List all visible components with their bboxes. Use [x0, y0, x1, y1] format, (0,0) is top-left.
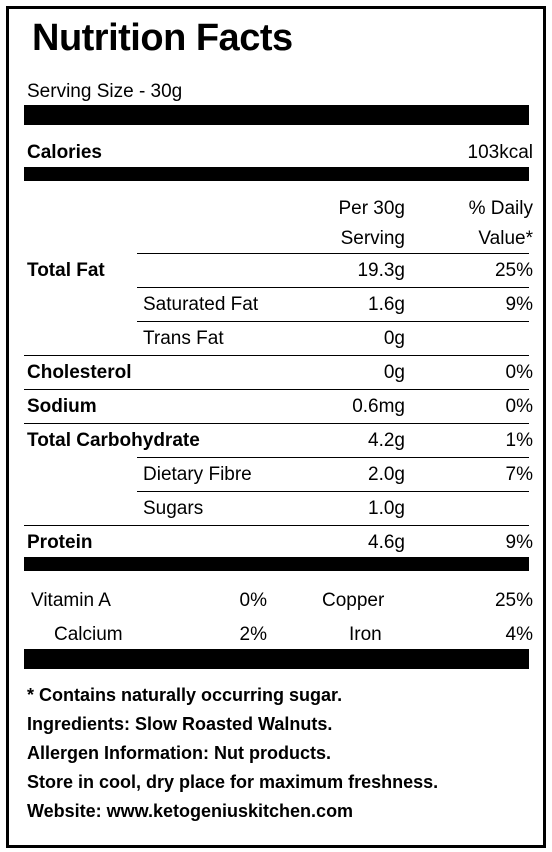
- per-serving-heading-2: Serving: [340, 228, 405, 249]
- vitamin-name-calcium: Calcium: [54, 624, 123, 645]
- footnote-sugar: * Contains naturally occurring sugar.: [27, 685, 343, 705]
- medium-divider: [24, 167, 529, 181]
- nutrient-qty-sodium: 0.6mg: [352, 396, 405, 417]
- nutrient-qty-saturated-fat: 1.6g: [368, 294, 405, 315]
- calories-label: Calories: [27, 142, 102, 163]
- allergen-info-text: Allergen Information: Nut products.: [27, 743, 331, 763]
- vitamin-name-copper: Copper: [322, 590, 385, 611]
- nutrient-label-cholesterol: Cholesterol: [27, 362, 132, 383]
- nutrient-dv-saturated-fat: 9%: [505, 294, 533, 315]
- nutrient-qty-trans-fat: 0g: [383, 328, 405, 349]
- nutrient-label-sugars: Sugars: [143, 498, 204, 519]
- vitamin-value-copper: 25%: [494, 590, 533, 611]
- website-text: Website: www.ketogeniuskitchen.com: [27, 801, 354, 821]
- vitamin-value-vitamin-a: 0%: [239, 590, 267, 611]
- nutrient-label-total-fat: Total Fat: [27, 260, 105, 281]
- row-divider: [24, 355, 529, 356]
- medium-divider: [24, 557, 529, 571]
- nutrient-label-protein: Protein: [27, 532, 93, 553]
- nutrient-dv-total-fat: 25%: [494, 260, 533, 281]
- nutrient-qty-total-carbohydrate: 4.2g: [368, 430, 405, 451]
- thick-divider: [24, 649, 529, 669]
- vitamin-name-iron: Iron: [349, 624, 382, 645]
- nutrient-dv-dietary-fibre: 7%: [505, 464, 533, 485]
- nutrient-dv-cholesterol: 0%: [505, 362, 533, 383]
- nutrient-label-total-carbohydrate: Total Carbohydrate: [27, 430, 200, 451]
- thick-divider: [24, 105, 529, 125]
- nutrient-dv-total-carbohydrate: 1%: [505, 430, 533, 451]
- vitamin-value-iron: 4%: [505, 624, 533, 645]
- nutrient-label-trans-fat: Trans Fat: [143, 328, 224, 349]
- nutrient-qty-dietary-fibre: 2.0g: [368, 464, 405, 485]
- vitamin-name-vitamin-a: Vitamin A: [31, 590, 111, 611]
- vitamin-value-calcium: 2%: [239, 624, 267, 645]
- daily-value-heading-2: Value*: [478, 228, 533, 249]
- nutrient-label-sodium: Sodium: [27, 396, 97, 417]
- nutrition-facts-label: Nutrition Facts Serving Size - 30g Calor…: [6, 6, 546, 848]
- nutrient-label-dietary-fibre: Dietary Fibre: [143, 464, 252, 485]
- row-divider: [137, 491, 529, 492]
- row-divider: [137, 457, 529, 458]
- row-divider: [24, 389, 529, 390]
- row-divider: [137, 253, 529, 254]
- per-serving-heading-1: Per 30g: [338, 198, 405, 219]
- nutrient-qty-total-fat: 19.3g: [357, 260, 405, 281]
- row-divider: [24, 423, 529, 424]
- nutrient-qty-cholesterol: 0g: [383, 362, 405, 383]
- serving-size: Serving Size - 30g: [27, 81, 183, 102]
- row-divider: [24, 525, 529, 526]
- storage-text: Store in cool, dry place for maximum fre…: [27, 772, 439, 792]
- nutrient-dv-sodium: 0%: [505, 396, 533, 417]
- daily-value-heading-1: % Daily: [468, 198, 533, 219]
- nutrient-qty-protein: 4.6g: [368, 532, 405, 553]
- row-divider: [137, 321, 529, 322]
- calories-value: 103kcal: [467, 142, 534, 163]
- nutrient-qty-sugars: 1.0g: [368, 498, 405, 519]
- nutrient-dv-protein: 9%: [505, 532, 533, 553]
- ingredients-text: Ingredients: Slow Roasted Walnuts.: [27, 714, 333, 734]
- nutrient-label-saturated-fat: Saturated Fat: [143, 294, 259, 315]
- label-title: Nutrition Facts: [32, 17, 293, 59]
- row-divider: [137, 287, 529, 288]
